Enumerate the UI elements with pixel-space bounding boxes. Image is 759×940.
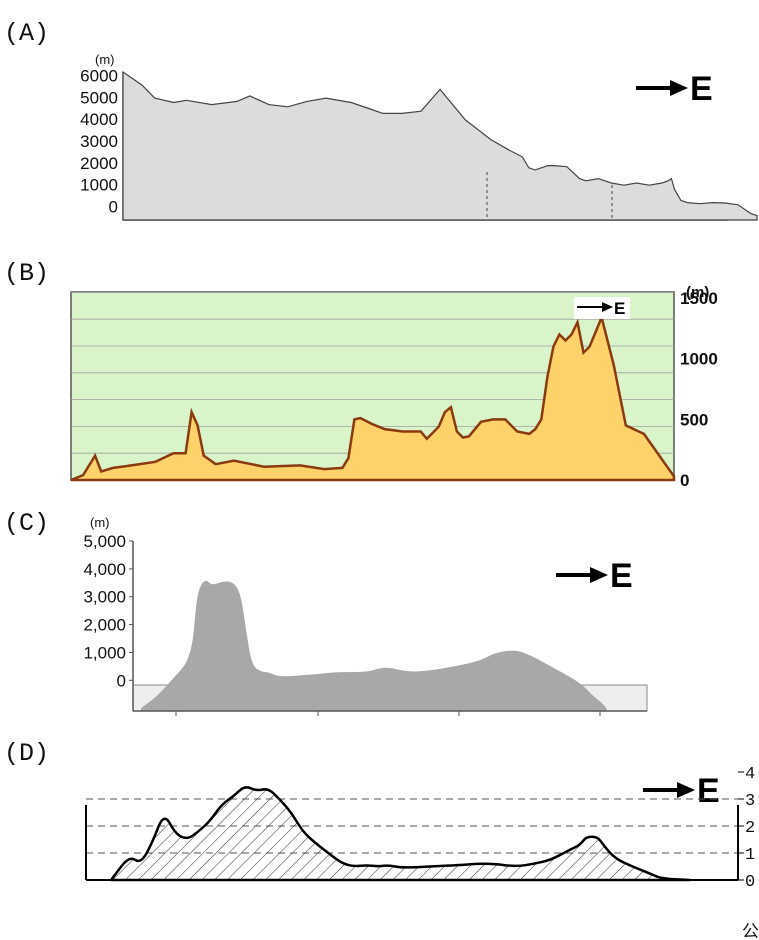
panel-c-ytick: 3,000: [83, 588, 126, 607]
panel-b-ytick: 500: [680, 410, 708, 429]
panel-c-label: (C): [4, 509, 49, 538]
panel-c-east-arrow-icon: [556, 567, 608, 583]
panel-d-direction: E: [697, 772, 720, 810]
panel-a-ytick: 5000: [80, 88, 118, 107]
panel-b-unit: (m): [686, 284, 709, 301]
panel-b-profile: [70, 313, 676, 482]
panel-b-ytick: 1000: [680, 350, 718, 369]
panel-d-ytick: 2: [745, 819, 755, 838]
panel-d: (D) E 4 3 2 1 0 公: [4, 739, 759, 940]
panel-a-ytick: 4000: [80, 110, 118, 129]
panel-d-profile: [110, 786, 691, 882]
panel-a-profile: [122, 70, 758, 221]
panel-d-ytick: 3: [745, 792, 755, 811]
panel-b-direction: E: [614, 299, 625, 318]
panel-d-unit-bottom: 公: [742, 923, 759, 940]
panel-a-ytick: 6000: [80, 67, 118, 86]
panel-c-ytick: 2,000: [83, 616, 126, 635]
panel-b-ytick: 1500: [680, 289, 718, 308]
panel-a-unit: (m): [95, 52, 115, 67]
panel-a-ytick: 1000: [80, 176, 118, 195]
panel-c-ytick: 5,000: [83, 532, 126, 551]
panel-c-ytick: 0: [117, 671, 126, 690]
panel-b-label: (B): [4, 259, 49, 288]
panel-a-ytick: 2000: [80, 154, 118, 173]
panel-c-ytick: 4,000: [83, 560, 126, 579]
panel-d-ytick: 1: [745, 846, 755, 865]
panel-c-direction: E: [610, 557, 633, 595]
panel-b: (B) E (m) 1500 1000 500 0: [4, 259, 718, 490]
panel-c-ytick: 1,000: [83, 644, 126, 663]
panel-c-profile: [141, 580, 607, 711]
panel-c-unit: (m): [90, 515, 110, 530]
panel-d-ytick: 4: [745, 765, 755, 784]
panel-a-direction: E: [690, 70, 713, 108]
panel-d-east-arrow-icon: [643, 782, 695, 798]
panel-b-east-arrow-icon: [577, 302, 613, 312]
panel-d-label: (D): [4, 739, 49, 768]
panel-b-ytick: 0: [680, 471, 689, 490]
panel-a-label: (A): [4, 19, 49, 48]
panel-a-ytick: 3000: [80, 132, 118, 151]
panel-a-ytick: 0: [109, 197, 118, 216]
panel-a-east-arrow-icon: [636, 80, 688, 96]
panel-a: (A) (m) 6000 5000 4000 3000 2000 1000 0 E: [4, 19, 758, 221]
panel-d-ytick: 0: [745, 873, 755, 892]
panel-c: (C) (m) 5,000 4,000 3,000 2,000 1,000 0 E: [4, 509, 648, 716]
